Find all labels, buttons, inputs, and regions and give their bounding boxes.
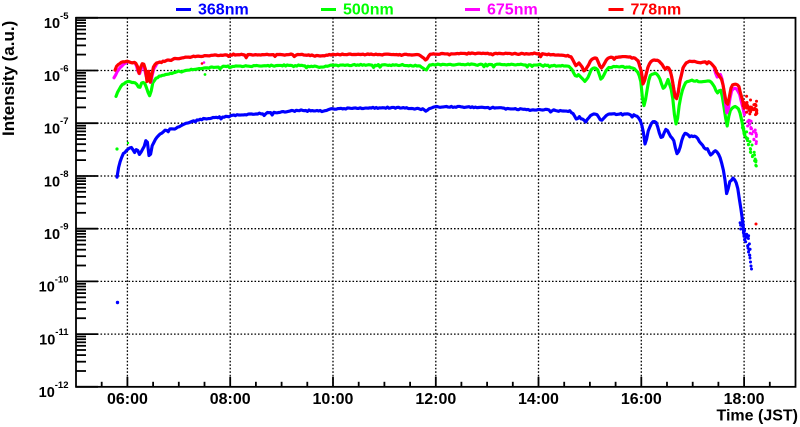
svg-text:Intensity (a.u.): Intensity (a.u.): [0, 21, 18, 136]
svg-text:16:00: 16:00: [621, 391, 662, 408]
svg-text:675nm: 675nm: [487, 2, 538, 19]
svg-text:500nm: 500nm: [343, 2, 394, 19]
svg-text:778nm: 778nm: [631, 2, 682, 19]
svg-text:06:00: 06:00: [107, 391, 148, 408]
svg-text:12:00: 12:00: [415, 391, 456, 408]
svg-text:Time (JST): Time (JST): [717, 408, 799, 425]
svg-text:368nm: 368nm: [198, 2, 249, 19]
svg-text:10:00: 10:00: [313, 391, 354, 408]
svg-text:08:00: 08:00: [210, 391, 251, 408]
svg-text:14:00: 14:00: [518, 391, 559, 408]
svg-text:18:00: 18:00: [724, 391, 765, 408]
